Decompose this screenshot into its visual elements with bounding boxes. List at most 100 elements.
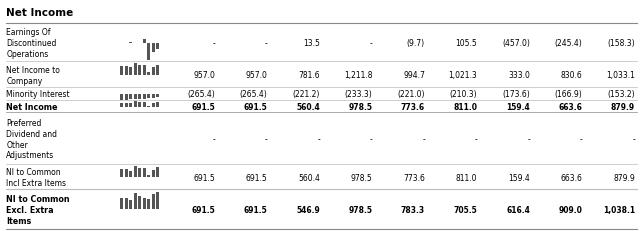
Bar: [138, 103, 141, 107]
Bar: [143, 94, 146, 99]
Bar: [147, 176, 150, 178]
Bar: [143, 40, 146, 43]
Text: 616.4: 616.4: [506, 205, 530, 214]
Text: 546.9: 546.9: [296, 205, 320, 214]
Text: -: -: [580, 135, 582, 144]
Bar: [134, 102, 137, 107]
Bar: [129, 201, 132, 210]
Text: (221.2): (221.2): [292, 90, 320, 99]
Bar: [147, 199, 150, 210]
Bar: [138, 94, 141, 99]
Text: 663.6: 663.6: [561, 173, 582, 182]
Text: 773.6: 773.6: [403, 173, 425, 182]
Bar: [134, 94, 137, 100]
Bar: [125, 94, 127, 100]
Bar: [156, 192, 159, 210]
Text: -: -: [370, 39, 372, 48]
Bar: [147, 94, 150, 98]
Bar: [147, 43, 150, 61]
Text: 978.5: 978.5: [349, 103, 372, 112]
Text: 691.5: 691.5: [191, 103, 215, 112]
Text: 830.6: 830.6: [561, 71, 582, 80]
Text: (233.3): (233.3): [345, 90, 372, 99]
Text: 957.0: 957.0: [193, 71, 215, 80]
Bar: [152, 94, 155, 98]
Text: (245.4): (245.4): [555, 39, 582, 48]
Bar: [134, 166, 137, 178]
Bar: [129, 68, 132, 75]
Bar: [138, 66, 141, 75]
Bar: [125, 198, 127, 210]
Text: Net Income: Net Income: [6, 103, 58, 112]
Text: 691.5: 691.5: [193, 173, 215, 182]
Text: 978.5: 978.5: [351, 173, 372, 182]
Text: -: -: [475, 135, 477, 144]
Text: (265.4): (265.4): [240, 90, 268, 99]
Text: 560.4: 560.4: [296, 103, 320, 112]
Text: 691.5: 691.5: [191, 205, 215, 214]
Bar: [129, 94, 132, 99]
Text: 1,211.8: 1,211.8: [344, 71, 372, 80]
Bar: [147, 106, 150, 107]
Bar: [152, 170, 155, 178]
Bar: [120, 103, 123, 107]
Text: -: -: [527, 135, 530, 144]
Text: -: -: [212, 39, 215, 48]
Text: 691.5: 691.5: [244, 205, 268, 214]
Text: Preferred
Dividend and
Other
Adjustments: Preferred Dividend and Other Adjustments: [6, 119, 58, 160]
Text: -: -: [370, 135, 372, 144]
Text: 811.0: 811.0: [456, 173, 477, 182]
Text: 879.9: 879.9: [613, 173, 635, 182]
Text: 879.9: 879.9: [611, 103, 635, 112]
Bar: [156, 66, 159, 75]
Text: -: -: [422, 135, 425, 144]
Bar: [143, 66, 146, 75]
Text: 811.0: 811.0: [454, 103, 477, 112]
Text: 957.0: 957.0: [246, 71, 268, 80]
Bar: [138, 168, 141, 178]
Text: -: -: [632, 135, 635, 144]
Text: 1,033.1: 1,033.1: [606, 71, 635, 80]
Text: 13.5: 13.5: [303, 39, 320, 48]
Text: 105.5: 105.5: [456, 39, 477, 48]
Text: -: -: [212, 135, 215, 144]
Text: 663.6: 663.6: [559, 103, 582, 112]
Text: Net Income to
Company: Net Income to Company: [6, 66, 60, 85]
Bar: [120, 170, 123, 178]
Text: 773.6: 773.6: [401, 103, 425, 112]
Text: -: -: [317, 135, 320, 144]
Bar: [152, 67, 155, 75]
Text: 691.5: 691.5: [246, 173, 268, 182]
Bar: [156, 102, 159, 107]
Bar: [125, 103, 127, 107]
Bar: [152, 103, 155, 107]
Bar: [138, 197, 141, 210]
Text: 783.3: 783.3: [401, 205, 425, 214]
Text: (9.7): (9.7): [407, 39, 425, 48]
Bar: [134, 193, 137, 210]
Bar: [143, 168, 146, 178]
Text: (457.0): (457.0): [502, 39, 530, 48]
Text: 978.5: 978.5: [349, 205, 372, 214]
Text: 159.4: 159.4: [506, 103, 530, 112]
Text: NI to Common
Incl Extra Items: NI to Common Incl Extra Items: [6, 168, 67, 187]
Bar: [156, 94, 159, 98]
Text: 1,021.3: 1,021.3: [449, 71, 477, 80]
Bar: [156, 167, 159, 178]
Text: NI to Common
Excl. Extra
Items: NI to Common Excl. Extra Items: [6, 194, 70, 225]
Bar: [152, 43, 155, 53]
Text: -: -: [265, 135, 268, 144]
Text: 691.5: 691.5: [244, 103, 268, 112]
Text: 159.4: 159.4: [508, 173, 530, 182]
Text: 705.5: 705.5: [454, 205, 477, 214]
Bar: [152, 195, 155, 210]
Text: (173.6): (173.6): [502, 90, 530, 99]
Bar: [125, 66, 127, 75]
Bar: [129, 171, 132, 178]
Bar: [143, 103, 146, 107]
Bar: [120, 94, 123, 100]
Text: 909.0: 909.0: [559, 205, 582, 214]
Bar: [120, 198, 123, 210]
Text: (265.4): (265.4): [188, 90, 215, 99]
Text: Net Income: Net Income: [6, 8, 74, 18]
